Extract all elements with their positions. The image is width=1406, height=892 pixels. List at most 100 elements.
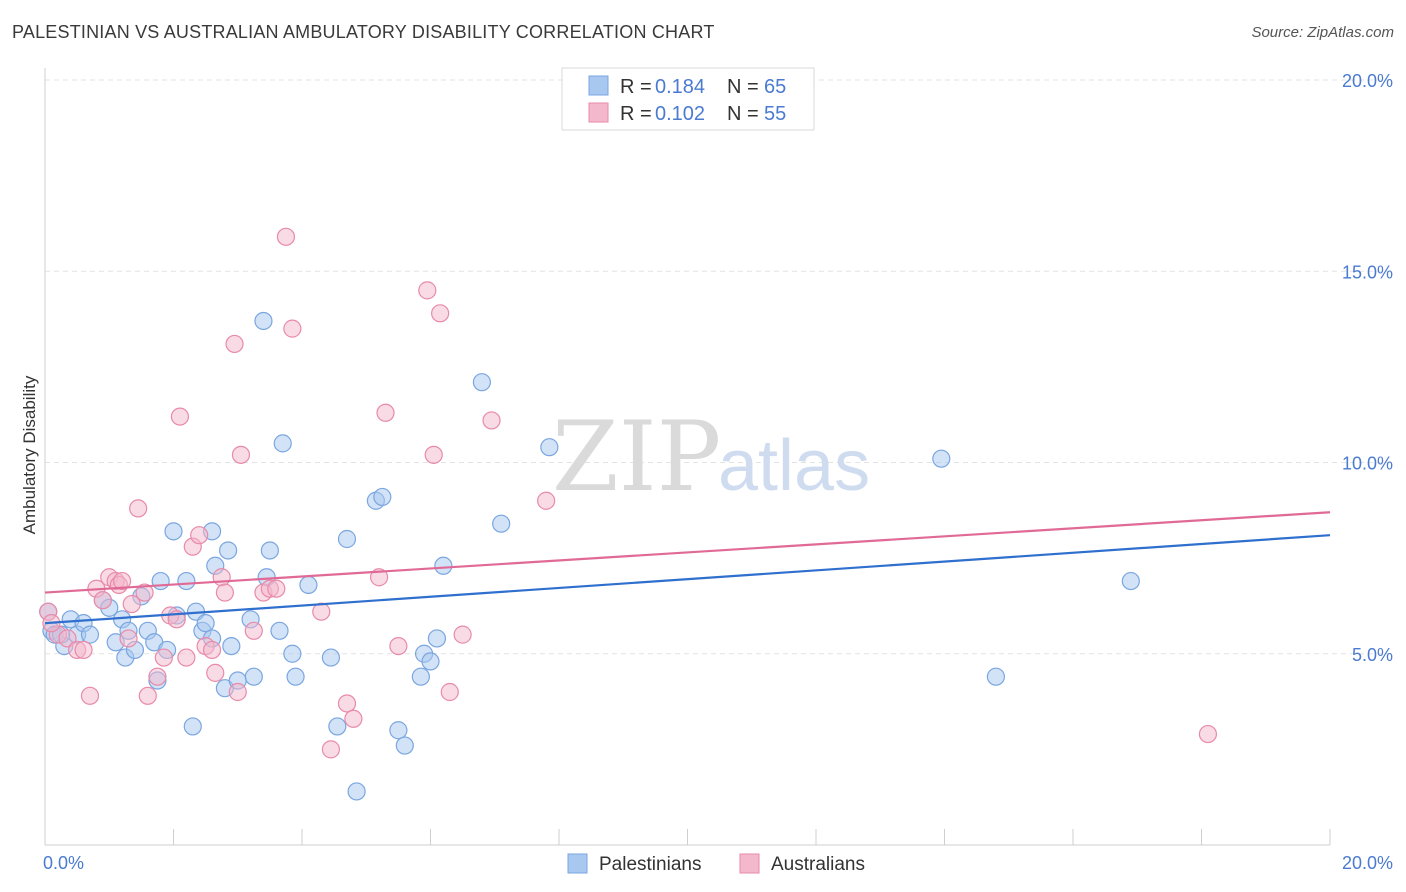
palestinians-point-53	[421, 652, 440, 671]
australians-point-51	[537, 491, 556, 510]
palestinians-point-55	[434, 556, 453, 575]
x-tick-label-0: 0.0%	[43, 853, 84, 873]
australians-point-4	[74, 640, 93, 660]
australians-point-36	[276, 227, 296, 246]
y-axis-label: Ambulatory Disability	[20, 375, 39, 534]
gridlines	[45, 79, 1395, 655]
australians-point-46	[424, 445, 443, 464]
palestinians-point-45	[337, 529, 357, 549]
palestinians-point-40	[283, 644, 302, 663]
watermark-zip: ZIP	[552, 401, 721, 513]
correlation-legend: R = 0.184 N = 65 R = 0.102 N = 55	[561, 67, 815, 131]
palestinians-point-22	[177, 571, 196, 591]
australians-point-49	[453, 625, 472, 644]
australians-point-17	[154, 648, 173, 667]
palestinians-point-49	[389, 721, 408, 740]
palestinians-trend-line	[44, 534, 1331, 625]
australians-point-52	[1198, 724, 1218, 744]
legend-swatch-palestinians	[567, 853, 588, 874]
palestinians-point-60	[986, 667, 1006, 686]
australians-point-5	[80, 686, 100, 705]
palestinians-point-58	[540, 438, 559, 457]
palestinians-point-6	[80, 625, 100, 644]
watermark: ZIP atlas	[552, 401, 870, 513]
australians-point-30	[228, 682, 247, 702]
australians-point-20	[170, 407, 190, 426]
australians-point-13	[129, 499, 148, 518]
australians-point-28	[215, 583, 234, 602]
series-legend: Palestinians Australians	[567, 853, 865, 875]
axes	[44, 68, 1331, 846]
australians-point-21	[177, 648, 196, 667]
palestinians-point-46	[347, 782, 366, 801]
legend-palestinians: Palestinians	[599, 854, 701, 875]
australians-point-47	[431, 304, 450, 323]
y-tick-label-1: 10.0%	[1342, 454, 1393, 474]
palestinians-point-41	[286, 667, 305, 686]
australians-point-27	[212, 568, 231, 587]
legend-swatch-pink	[588, 102, 609, 123]
trend-lines	[44, 511, 1331, 625]
palestinians-point-42	[299, 575, 318, 595]
australians-point-40	[337, 694, 357, 713]
australians-point-16	[148, 667, 167, 686]
australians-point-54	[112, 571, 132, 591]
australians-point-26	[206, 663, 225, 682]
australians-point-12	[122, 594, 141, 614]
palestinians-point-43	[321, 648, 341, 667]
legend-n-value-1: 65	[764, 76, 786, 98]
legend-swatch-australians	[739, 853, 760, 874]
australians-point-15	[138, 686, 157, 705]
australians-point-45	[418, 281, 437, 300]
palestinians-point-31	[222, 636, 241, 656]
legend-n-value-2: 55	[764, 103, 786, 125]
australians-point-7	[93, 591, 112, 610]
palestinians-point-54	[427, 629, 447, 648]
y-tick-label-2: 15.0%	[1342, 262, 1393, 282]
palestinians-point-20	[164, 522, 183, 541]
australians-trend-line	[44, 511, 1331, 594]
australians-point-39	[321, 740, 341, 759]
chart-title: PALESTINIAN VS AUSTRALIAN AMBULATORY DIS…	[12, 22, 715, 42]
palestinians-point-44	[328, 717, 347, 736]
palestinians-point-48	[373, 487, 392, 507]
palestinians-point-50	[395, 736, 414, 755]
palestinians-point-37	[260, 541, 279, 560]
palestinians-point-51	[411, 667, 430, 686]
australians-point-11	[119, 629, 138, 648]
palestinians-point-26	[196, 614, 215, 633]
palestinians-point-39	[273, 434, 292, 453]
australians-point-23	[190, 526, 209, 545]
legend-n-label-2: N =	[727, 103, 759, 125]
australians-point-35	[267, 579, 286, 598]
legend-r-label-2: R =	[620, 103, 652, 125]
legend-swatch-blue	[588, 75, 609, 96]
australians-point-14	[135, 583, 154, 602]
palestinians-point-38	[270, 621, 289, 640]
legend-r-label-1: R =	[620, 76, 652, 98]
legend-r-value-2: 0.102	[655, 103, 705, 125]
australians-point-25	[202, 640, 222, 660]
watermark-atlas: atlas	[718, 426, 870, 506]
palestinians-point-34	[244, 667, 263, 686]
australians-point-29	[225, 334, 244, 354]
legend-australians: Australians	[771, 854, 865, 875]
palestinians-point-61	[1121, 571, 1140, 591]
australians-point-41	[344, 709, 363, 728]
palestinians-point-23	[183, 717, 202, 736]
y-tick-label-3: 20.0%	[1342, 71, 1393, 91]
australians-point-44	[389, 636, 408, 656]
australians-point-48	[440, 682, 459, 702]
palestinians-point-56	[472, 373, 491, 392]
palestinians-point-35	[254, 311, 273, 331]
y-tick-label-0: 5.0%	[1352, 645, 1393, 665]
australians-point-43	[376, 403, 395, 422]
tick-labels: 5.0% 10.0% 15.0% 20.0% 0.0% 20.0%	[43, 71, 1393, 873]
source-label: Source: ZipAtlas.com	[1251, 24, 1394, 41]
australians-point-50	[482, 411, 501, 430]
palestinians-point-57	[492, 514, 511, 533]
australians-point-37	[283, 319, 302, 338]
x-tick-label-1: 20.0%	[1342, 853, 1393, 873]
palestinians-point-30	[219, 541, 238, 560]
